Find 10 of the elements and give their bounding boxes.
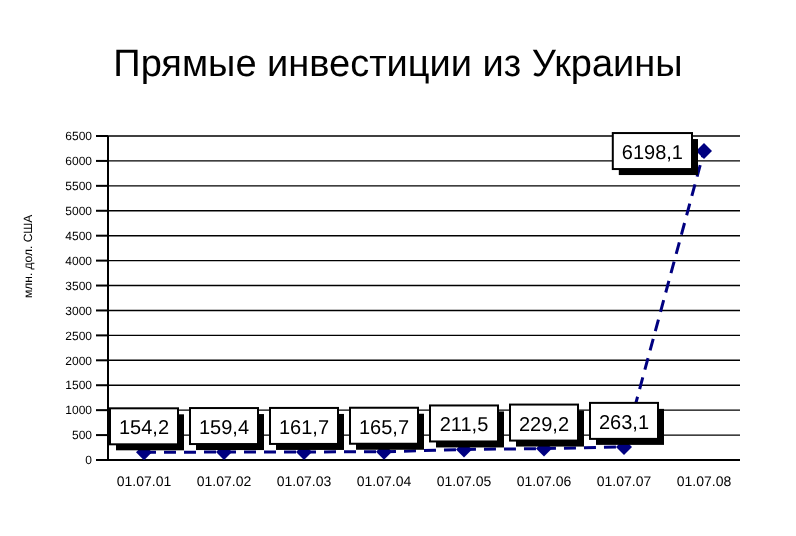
data-label: 263,1: [598, 412, 650, 435]
data-label: 159,4: [198, 418, 250, 441]
data-label: 211,5: [439, 415, 490, 438]
data-label: 154,2: [118, 418, 170, 441]
data-label: 165,7: [358, 417, 410, 440]
point: [696, 143, 712, 160]
data-label: 229,2: [518, 414, 570, 437]
chart-title: Прямые инвестиции из Украины: [111, 44, 685, 88]
data-label: 6198,1: [621, 143, 684, 166]
data-label: 161,7: [278, 417, 330, 440]
